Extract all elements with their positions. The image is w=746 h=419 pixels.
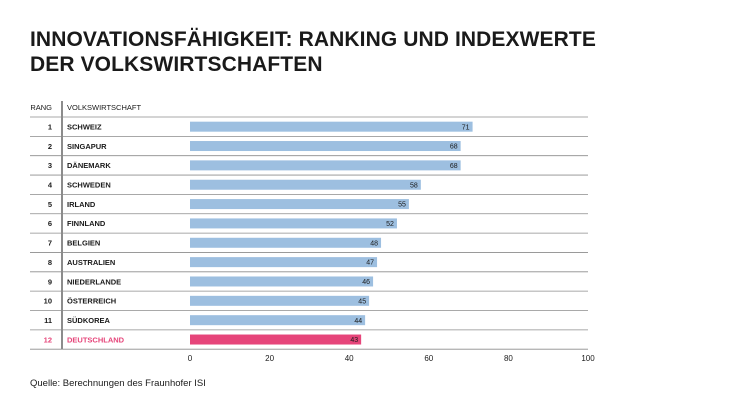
country-label: AUSTRALIEN — [67, 258, 115, 267]
bar — [190, 237, 382, 248]
x-tick-label: 0 — [188, 354, 193, 363]
bar — [190, 179, 421, 190]
rank-label: 5 — [48, 200, 52, 209]
rank-label: 2 — [48, 142, 52, 151]
chart-title-line-2: DER VOLKSWIRTSCHAFTEN — [30, 53, 323, 76]
bar — [190, 276, 374, 287]
value-label: 45 — [358, 298, 366, 305]
country-label: SÜDKOREA — [67, 316, 111, 325]
x-tick-label: 40 — [345, 354, 354, 363]
value-label: 47 — [366, 260, 374, 267]
source-note: Quelle: Berechnungen des Fraunhofer ISI — [30, 378, 206, 389]
bar-highlight — [190, 334, 362, 345]
rank-column-header: RANG — [30, 103, 52, 112]
value-label: 68 — [450, 163, 458, 170]
value-label: 58 — [410, 182, 418, 189]
country-label: ÖSTERREICH — [67, 297, 116, 306]
country-label: DEUTSCHLAND — [67, 335, 125, 344]
rank-label: 7 — [48, 239, 52, 248]
chart-title-line-1: INNOVATIONSFÄHIGKEIT: RANKING UND INDEXW… — [30, 28, 596, 51]
rank-label: 12 — [44, 335, 52, 344]
value-label: 55 — [398, 202, 406, 209]
bar — [190, 160, 461, 171]
country-label: SCHWEIZ — [67, 122, 102, 131]
x-tick-label: 20 — [265, 354, 274, 363]
bar — [190, 121, 473, 132]
rank-label: 1 — [48, 122, 52, 131]
rank-label: 9 — [48, 277, 52, 286]
value-label: 44 — [354, 318, 362, 325]
country-label: DÄNEMARK — [67, 161, 111, 170]
bar — [190, 218, 397, 229]
rank-label: 10 — [44, 297, 52, 306]
value-label: 46 — [362, 279, 370, 286]
rank-label: 4 — [48, 181, 53, 190]
bar — [190, 315, 366, 326]
country-label: SCHWEDEN — [67, 181, 111, 190]
rank-label: 8 — [48, 258, 52, 267]
x-tick-label: 80 — [504, 354, 513, 363]
bar — [190, 257, 378, 268]
country-label: IRLAND — [67, 200, 96, 209]
rank-label: 11 — [44, 316, 52, 325]
rank-label: 3 — [48, 161, 52, 170]
value-label: 43 — [350, 337, 358, 344]
value-label: 68 — [450, 144, 458, 151]
bar — [190, 295, 370, 306]
bar — [190, 199, 409, 210]
country-column-header: VOLKSWIRTSCHAFT — [67, 103, 141, 112]
x-tick-label: 100 — [581, 354, 595, 363]
value-label: 71 — [462, 124, 470, 131]
country-label: SINGAPUR — [67, 142, 107, 151]
country-label: BELGIEN — [67, 239, 100, 248]
x-tick-label: 60 — [424, 354, 433, 363]
value-label: 48 — [370, 240, 378, 247]
chart-title: INNOVATIONSFÄHIGKEIT: RANKING UND INDEXW… — [30, 27, 710, 77]
value-label: 52 — [386, 221, 394, 228]
bar — [190, 141, 461, 152]
country-label: NIEDERLANDE — [67, 277, 121, 286]
rank-label: 6 — [48, 219, 52, 228]
country-label: FINNLAND — [67, 219, 106, 228]
